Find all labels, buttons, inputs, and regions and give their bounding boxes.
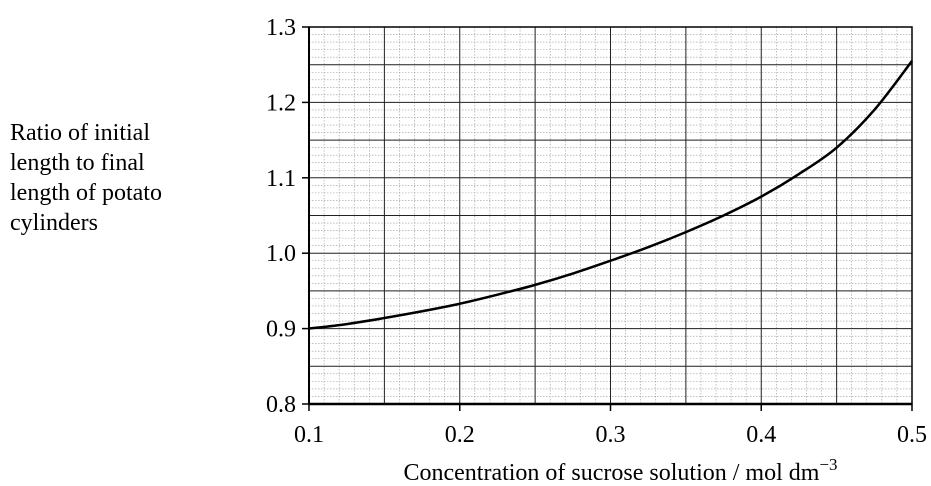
major-gridlines [309, 27, 912, 404]
y-axis-label-line: cylinders [10, 210, 98, 236]
axis-ticks [302, 26, 913, 411]
y-tick-label: 1.2 [266, 90, 296, 116]
x-axis-label: Concentration of sucrose solution / mol … [403, 455, 837, 486]
x-tick-label: 0.3 [596, 422, 626, 448]
y-tick-label: 1.3 [266, 15, 296, 41]
x-tick-label: 0.4 [746, 422, 776, 448]
x-tick-label: 0.1 [294, 422, 324, 448]
y-axis-label: Ratio of initial length to final length … [10, 118, 240, 238]
y-tick-labels: 0.8 0.9 1.0 1.1 1.2 1.3 [266, 15, 296, 418]
series-layer [308, 60, 913, 330]
y-tick-label: 0.8 [266, 392, 296, 418]
x-tick-labels: 0.1 0.2 0.3 0.4 0.5 [294, 422, 927, 448]
x-axis-label-exponent: −3 [819, 455, 837, 474]
y-axis-label-line: Ratio of initial [10, 120, 150, 146]
y-tick-label: 1.1 [266, 166, 296, 192]
x-tick-label: 0.2 [445, 422, 475, 448]
y-tick-label: 1.0 [266, 241, 296, 267]
series-line [308, 60, 913, 330]
y-axis-label-line: length to final [10, 150, 145, 176]
y-axis-label-line: length of potato [10, 180, 162, 206]
y-tick-label: 0.9 [266, 317, 296, 343]
x-tick-label: 0.5 [897, 422, 927, 448]
x-axis-label-text: Concentration of sucrose solution / mol … [403, 460, 819, 486]
